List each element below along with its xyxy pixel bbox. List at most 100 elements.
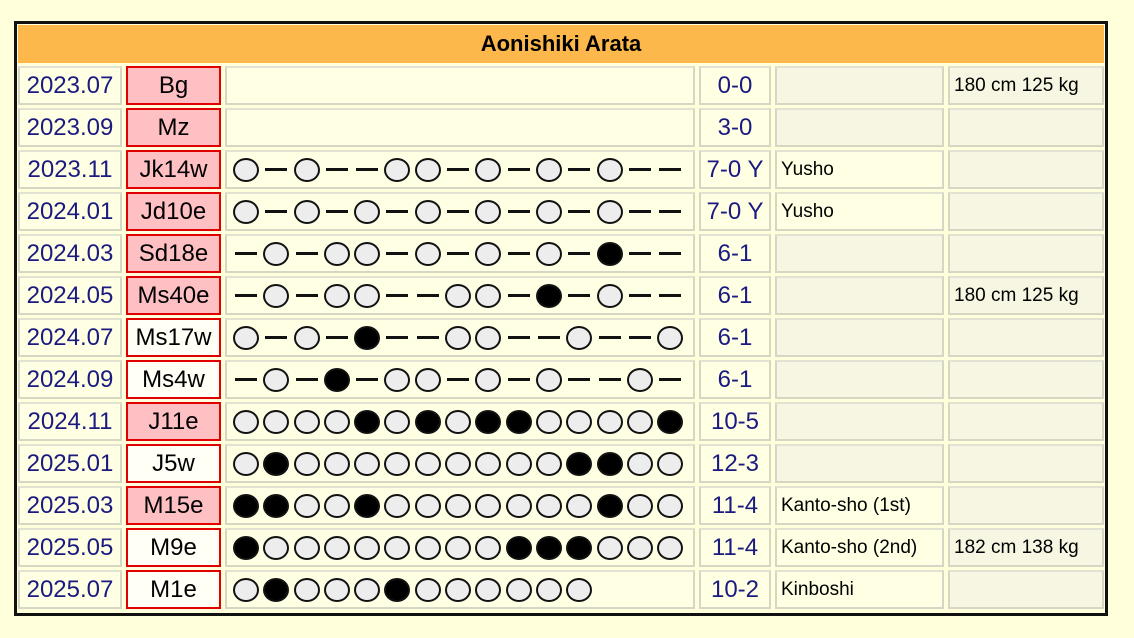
bout-results (225, 318, 695, 357)
table-row: 2025.05 M9e 11-4 Kanto-sho (2nd) 182 cm 138 … (18, 528, 1104, 567)
win-circle-icon (293, 157, 320, 182)
rank-cell[interactable]: Sd18e (126, 234, 221, 273)
win-circle-icon (233, 325, 259, 350)
win-circle-icon (354, 199, 381, 224)
rank-cell[interactable]: Ms17w (126, 318, 221, 357)
no-bout-dash-icon (627, 158, 653, 182)
win-circle-icon (475, 577, 502, 602)
win-circle-icon (566, 409, 593, 434)
win-circle-icon (414, 577, 441, 602)
win-circle-icon (384, 493, 411, 518)
win-circle-icon (233, 409, 259, 434)
loss-circle-icon (475, 409, 502, 434)
no-bout-dash-icon (627, 200, 653, 224)
win-circle-icon (657, 493, 684, 518)
win-circle-icon (233, 451, 259, 476)
rank-cell[interactable]: M1e (126, 570, 221, 609)
win-circle-icon (414, 367, 441, 392)
no-bout-dash-icon (566, 200, 592, 224)
win-circle-icon (475, 535, 502, 560)
no-bout-dash-icon (384, 242, 410, 266)
loss-circle-icon (354, 409, 381, 434)
no-bout-dash-icon (506, 284, 532, 308)
record: 3-0 (699, 108, 771, 147)
basho-date[interactable]: 2024.09 (18, 360, 122, 399)
win-circle-icon (323, 577, 350, 602)
loss-circle-icon (384, 577, 411, 602)
no-bout-dash-icon (657, 158, 683, 182)
win-circle-icon (596, 535, 623, 560)
no-bout-dash-icon (384, 200, 410, 224)
rank-cell[interactable]: M15e (126, 486, 221, 525)
win-circle-icon (293, 409, 320, 434)
record: 10-2 (699, 570, 771, 609)
rank-cell[interactable]: Ms4w (126, 360, 221, 399)
bout-results (225, 192, 695, 231)
win-circle-icon (323, 409, 350, 434)
no-bout-dash-icon (294, 284, 320, 308)
no-bout-dash-icon (445, 242, 471, 266)
rank-cell[interactable]: Bg (126, 66, 221, 105)
prize (775, 402, 944, 441)
no-bout-dash-icon (324, 158, 350, 182)
basho-date[interactable]: 2024.01 (18, 192, 122, 231)
basho-date[interactable]: 2025.01 (18, 444, 122, 483)
rank-cell[interactable]: J11e (126, 402, 221, 441)
win-circle-icon (505, 577, 532, 602)
prize: Kanto-sho (2nd) (775, 528, 944, 567)
table-body: 2023.07 Bg 0-0 180 cm 125 kg 2023.09 Mz 3-0 202… (18, 66, 1104, 609)
basho-date[interactable]: 2024.05 (18, 276, 122, 315)
win-circle-icon (626, 535, 653, 560)
basho-date[interactable]: 2024.03 (18, 234, 122, 273)
no-bout-dash-icon (294, 242, 320, 266)
rank-cell[interactable]: Jk14w (126, 150, 221, 189)
basho-date[interactable]: 2023.07 (18, 66, 122, 105)
rank-cell[interactable]: Jd10e (126, 192, 221, 231)
bout-results (225, 360, 695, 399)
bout-results (225, 276, 695, 315)
win-circle-icon (414, 535, 441, 560)
win-circle-icon (626, 493, 653, 518)
body-measurements: 182 cm 138 kg (948, 528, 1104, 567)
no-bout-dash-icon (506, 326, 532, 350)
win-circle-icon (263, 283, 290, 308)
table-row: 2024.09 Ms4w 6-1 (18, 360, 1104, 399)
win-circle-icon (445, 451, 472, 476)
win-circle-icon (445, 409, 472, 434)
no-bout-dash-icon (384, 284, 410, 308)
win-circle-icon (535, 409, 562, 434)
win-circle-icon (414, 199, 441, 224)
win-circle-icon (535, 241, 562, 266)
no-bout-dash-icon (536, 326, 562, 350)
win-circle-icon (384, 367, 411, 392)
basho-date[interactable]: 2025.05 (18, 528, 122, 567)
rank-cell[interactable]: J5w (126, 444, 221, 483)
win-circle-icon (323, 535, 350, 560)
loss-circle-icon (354, 325, 381, 350)
basho-date[interactable]: 2024.11 (18, 402, 122, 441)
table-title: Aonishiki Arata (18, 25, 1104, 63)
win-circle-icon (293, 577, 320, 602)
basho-date[interactable]: 2024.07 (18, 318, 122, 357)
basho-date[interactable]: 2023.09 (18, 108, 122, 147)
no-bout-dash-icon (263, 158, 289, 182)
no-bout-dash-icon (415, 284, 441, 308)
basho-date[interactable]: 2025.07 (18, 570, 122, 609)
body-measurements: 180 cm 125 kg (948, 276, 1104, 315)
win-circle-icon (535, 157, 562, 182)
basho-date[interactable]: 2025.03 (18, 486, 122, 525)
rank-cell[interactable]: Mz (126, 108, 221, 147)
win-circle-icon (445, 283, 472, 308)
body-measurements (948, 570, 1104, 609)
rank-cell[interactable]: Ms40e (126, 276, 221, 315)
win-circle-icon (535, 451, 562, 476)
rank-cell[interactable]: M9e (126, 528, 221, 567)
win-circle-icon (293, 199, 320, 224)
body-measurements: 180 cm 125 kg (948, 66, 1104, 105)
basho-date[interactable]: 2023.11 (18, 150, 122, 189)
body-measurements (948, 192, 1104, 231)
win-circle-icon (384, 535, 411, 560)
win-circle-icon (233, 157, 259, 182)
win-circle-icon (445, 535, 472, 560)
record: 7-0 Y (699, 150, 771, 189)
